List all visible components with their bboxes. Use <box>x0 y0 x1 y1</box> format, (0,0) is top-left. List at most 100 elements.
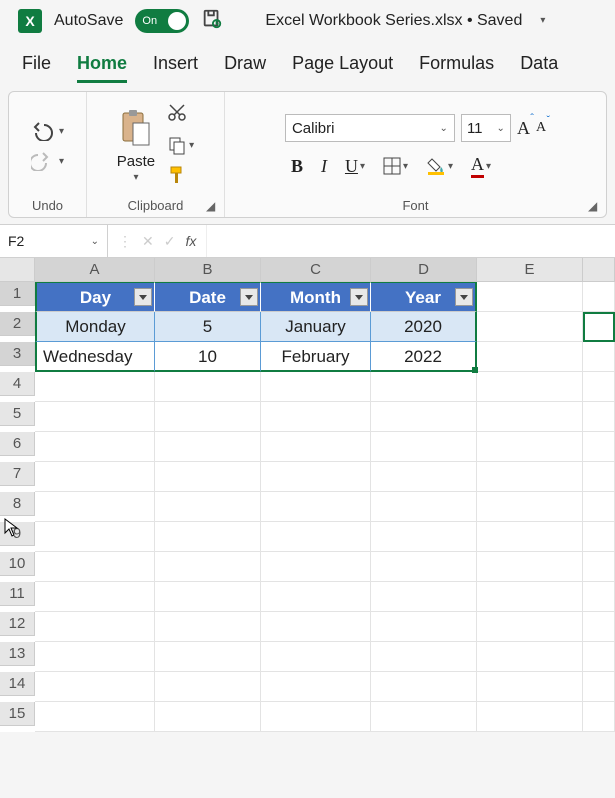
cell[interactable] <box>477 522 583 552</box>
cell-c2[interactable]: January <box>261 312 371 342</box>
cell[interactable] <box>261 522 371 552</box>
cell-d3[interactable]: 2022 <box>371 342 477 372</box>
cell[interactable] <box>583 432 615 462</box>
cell-a2[interactable]: Monday <box>35 312 155 342</box>
cell[interactable] <box>261 372 371 402</box>
cell[interactable] <box>261 432 371 462</box>
cell[interactable] <box>583 582 615 612</box>
cell[interactable] <box>477 582 583 612</box>
row-header-4[interactable]: 4 <box>0 372 35 396</box>
filename-dropdown-icon[interactable]: ▾ <box>540 15 545 26</box>
clipboard-launcher-icon[interactable]: ◢ <box>206 199 220 213</box>
paste-dropdown-icon[interactable]: ▾ <box>133 172 138 183</box>
cell[interactable] <box>477 642 583 672</box>
cut-button[interactable] <box>167 102 194 125</box>
cell[interactable] <box>371 582 477 612</box>
cell[interactable] <box>371 432 477 462</box>
font-size-select[interactable]: 11 ⌄ <box>461 114 511 142</box>
cell-a3[interactable]: Wednesday <box>35 342 155 372</box>
cell[interactable] <box>371 702 477 732</box>
font-color-dropdown-icon[interactable]: ▾ <box>486 161 491 172</box>
cell[interactable] <box>583 552 615 582</box>
cell[interactable] <box>583 642 615 672</box>
cell[interactable] <box>35 492 155 522</box>
cell[interactable] <box>477 462 583 492</box>
borders-button[interactable]: ▾ <box>383 157 408 175</box>
formula-bar-input[interactable] <box>206 225 615 257</box>
undo-button[interactable]: ▾ <box>31 121 64 141</box>
undo-dropdown-icon[interactable]: ▾ <box>59 126 64 137</box>
cell[interactable] <box>155 612 261 642</box>
filter-icon[interactable] <box>240 288 258 306</box>
cell[interactable] <box>155 462 261 492</box>
cell-b3[interactable]: 10 <box>155 342 261 372</box>
tab-page-layout[interactable]: Page Layout <box>292 53 393 83</box>
save-icon[interactable] <box>201 8 223 33</box>
cell-d2[interactable]: 2020 <box>371 312 477 342</box>
increase-font-size-button[interactable]: A <box>517 118 530 139</box>
table-header-day[interactable]: Day <box>35 282 155 312</box>
select-all-corner[interactable] <box>0 258 35 282</box>
row-header-13[interactable]: 13 <box>0 642 35 666</box>
column-header-a[interactable]: A <box>35 258 155 282</box>
cell-e3[interactable] <box>477 342 583 372</box>
font-launcher-icon[interactable]: ◢ <box>588 199 602 213</box>
copy-button[interactable]: ▾ <box>167 135 194 155</box>
borders-dropdown-icon[interactable]: ▾ <box>403 161 408 172</box>
cell[interactable] <box>155 492 261 522</box>
cell[interactable] <box>155 522 261 552</box>
cell[interactable] <box>583 522 615 552</box>
tab-data[interactable]: Data <box>520 53 558 83</box>
column-header-b[interactable]: B <box>155 258 261 282</box>
fill-color-dropdown-icon[interactable]: ▾ <box>448 161 453 172</box>
row-header-15[interactable]: 15 <box>0 702 35 726</box>
font-name-select[interactable]: Calibri ⌄ <box>285 114 455 142</box>
column-header-e[interactable]: E <box>477 258 583 282</box>
enter-formula-button[interactable]: ✓ <box>164 233 176 250</box>
cell[interactable] <box>155 642 261 672</box>
row-header-5[interactable]: 5 <box>0 402 35 426</box>
format-painter-button[interactable] <box>167 165 194 190</box>
cell[interactable] <box>477 372 583 402</box>
cell[interactable] <box>261 582 371 612</box>
row-header-7[interactable]: 7 <box>0 462 35 486</box>
tab-file[interactable]: File <box>22 53 51 83</box>
row-header-12[interactable]: 12 <box>0 612 35 636</box>
cell[interactable] <box>477 402 583 432</box>
cell[interactable] <box>371 492 477 522</box>
cell[interactable] <box>35 402 155 432</box>
cell-e2[interactable] <box>477 312 583 342</box>
cell[interactable] <box>371 672 477 702</box>
cell[interactable] <box>477 672 583 702</box>
cell[interactable] <box>155 432 261 462</box>
cell[interactable] <box>35 462 155 492</box>
row-header-11[interactable]: 11 <box>0 582 35 606</box>
underline-button[interactable]: U <box>345 156 358 177</box>
cell[interactable] <box>155 672 261 702</box>
cell[interactable] <box>35 702 155 732</box>
cell[interactable] <box>477 552 583 582</box>
cell[interactable] <box>35 642 155 672</box>
column-header-c[interactable]: C <box>261 258 371 282</box>
cell[interactable] <box>583 462 615 492</box>
name-box-dropdown-icon[interactable]: ⌄ <box>91 236 99 247</box>
column-header-d[interactable]: D <box>371 258 477 282</box>
cell[interactable] <box>371 372 477 402</box>
cell[interactable] <box>371 462 477 492</box>
tab-insert[interactable]: Insert <box>153 53 198 83</box>
cell-b2[interactable]: 5 <box>155 312 261 342</box>
redo-button[interactable]: ▾ <box>31 151 64 171</box>
italic-button[interactable]: I <box>321 156 327 177</box>
cell[interactable] <box>371 642 477 672</box>
fx-label[interactable]: fx <box>185 233 196 249</box>
cell[interactable] <box>583 372 615 402</box>
cell-f3[interactable] <box>583 342 615 372</box>
cell[interactable] <box>583 672 615 702</box>
cell[interactable] <box>35 522 155 552</box>
redo-dropdown-icon[interactable]: ▾ <box>59 156 64 167</box>
bold-button[interactable]: B <box>291 156 303 177</box>
cell[interactable] <box>477 492 583 522</box>
cell[interactable] <box>261 702 371 732</box>
cell[interactable] <box>261 642 371 672</box>
row-header-1[interactable]: 1 <box>0 282 35 306</box>
